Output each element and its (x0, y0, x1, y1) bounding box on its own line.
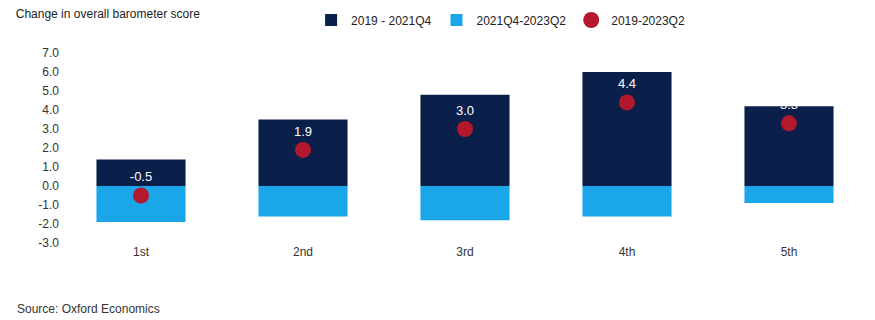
svg-text:3.0: 3.0 (42, 122, 59, 136)
svg-text:7.0: 7.0 (42, 46, 59, 60)
svg-text:0.0: 0.0 (42, 179, 59, 193)
svg-text:5th: 5th (781, 245, 798, 259)
svg-text:4th: 4th (619, 245, 636, 259)
svg-text:1st: 1st (133, 245, 150, 259)
svg-text:1.9: 1.9 (294, 124, 312, 139)
svg-text:2019-2023Q2: 2019-2023Q2 (611, 14, 685, 28)
svg-text:5.0: 5.0 (42, 84, 59, 98)
svg-text:Source: Oxford Economics: Source: Oxford Economics (17, 302, 160, 316)
svg-text:-3.0: -3.0 (38, 236, 59, 250)
svg-text:2019 - 2021Q4: 2019 - 2021Q4 (351, 14, 431, 28)
svg-text:6.0: 6.0 (42, 65, 59, 79)
svg-text:3rd: 3rd (456, 245, 473, 259)
svg-text:-1.0: -1.0 (38, 198, 59, 212)
svg-text:3.0: 3.0 (456, 103, 474, 118)
svg-text:3.3: 3.3 (780, 97, 798, 112)
svg-text:2nd: 2nd (293, 245, 313, 259)
svg-text:2021Q4-2023Q2: 2021Q4-2023Q2 (476, 14, 566, 28)
svg-text:4.4: 4.4 (618, 76, 636, 91)
svg-text:2.0: 2.0 (42, 141, 59, 155)
svg-text:-2.0: -2.0 (38, 217, 59, 231)
svg-text:1.0: 1.0 (42, 160, 59, 174)
svg-text:4.0: 4.0 (42, 103, 59, 117)
svg-text:-0.5: -0.5 (130, 169, 152, 184)
svg-text:Change in overall barometer sc: Change in overall barometer score (16, 7, 200, 21)
